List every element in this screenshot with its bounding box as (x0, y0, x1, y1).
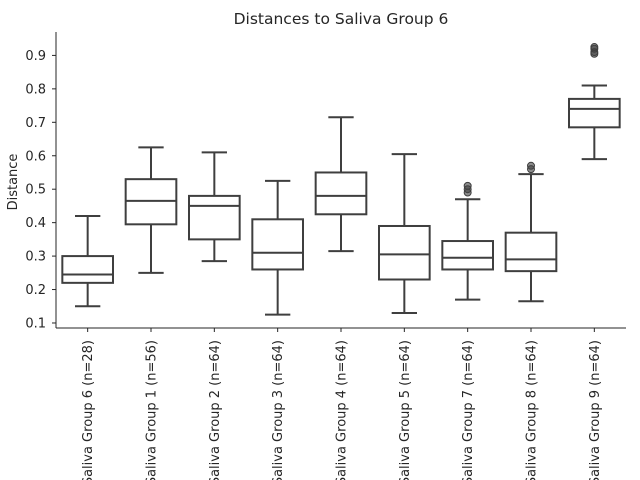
y-tick-label: 0.7 (25, 116, 46, 131)
iqr-box (504, 231, 558, 273)
box-group (61, 43, 621, 316)
x-tick-group: Saliva Group 6 (n=28) Saliva Group 1 (n=5… (81, 328, 603, 480)
iqr-box (188, 194, 241, 241)
iqr-box (441, 240, 495, 271)
box-item (568, 43, 621, 161)
x-tick-label: Saliva Group 1 (n=56) (145, 340, 160, 480)
y-tick-label: 0.2 (25, 283, 46, 298)
x-tick-label: Saliva Group 8 (n=64) (525, 340, 540, 480)
outlier-point (527, 161, 535, 170)
box-item (314, 116, 368, 253)
box-item (188, 151, 241, 263)
iqr-box (378, 224, 431, 281)
y-tick-label: 0.9 (25, 49, 46, 64)
box-item (61, 214, 114, 308)
x-tick-label: Saliva Group 9 (n=64) (588, 340, 603, 480)
box-item (378, 153, 431, 314)
iqr-box (568, 97, 621, 129)
y-tick-label: 0.3 (25, 250, 46, 265)
y-axis-title: Distance (6, 154, 21, 211)
x-tick-label: Saliva Group 7 (n=64) (461, 340, 476, 480)
box-item (251, 179, 304, 316)
iqr-box (314, 171, 368, 216)
x-tick-label: Saliva Group 2 (n=64) (208, 340, 223, 480)
x-tick-label: Saliva Group 5 (n=64) (398, 340, 413, 480)
y-tick-label: 0.1 (25, 316, 46, 331)
y-tick-group: 0.1 0.2 0.3 0.4 0.5 0.6 0.7 0.8 0.9 (25, 49, 56, 331)
x-tick-label: Saliva Group 3 (n=64) (271, 340, 286, 480)
outlier-point (590, 43, 599, 52)
chart-title: Distances to Saliva Group 6 (234, 10, 449, 28)
y-tick-label: 0.4 (25, 216, 46, 231)
y-tick-label: 0.8 (25, 82, 46, 97)
y-tick-label: 0.5 (25, 183, 46, 198)
box-item (124, 146, 178, 274)
x-tick-label: Saliva Group 6 (n=28) (81, 340, 96, 480)
y-tick-label: 0.6 (25, 149, 46, 164)
box-item (441, 181, 495, 301)
iqr-box (61, 255, 114, 284)
iqr-box (251, 218, 304, 271)
x-tick-label: Saliva Group 4 (n=64) (335, 340, 350, 480)
box-item (504, 161, 558, 303)
outlier-point (463, 181, 472, 190)
